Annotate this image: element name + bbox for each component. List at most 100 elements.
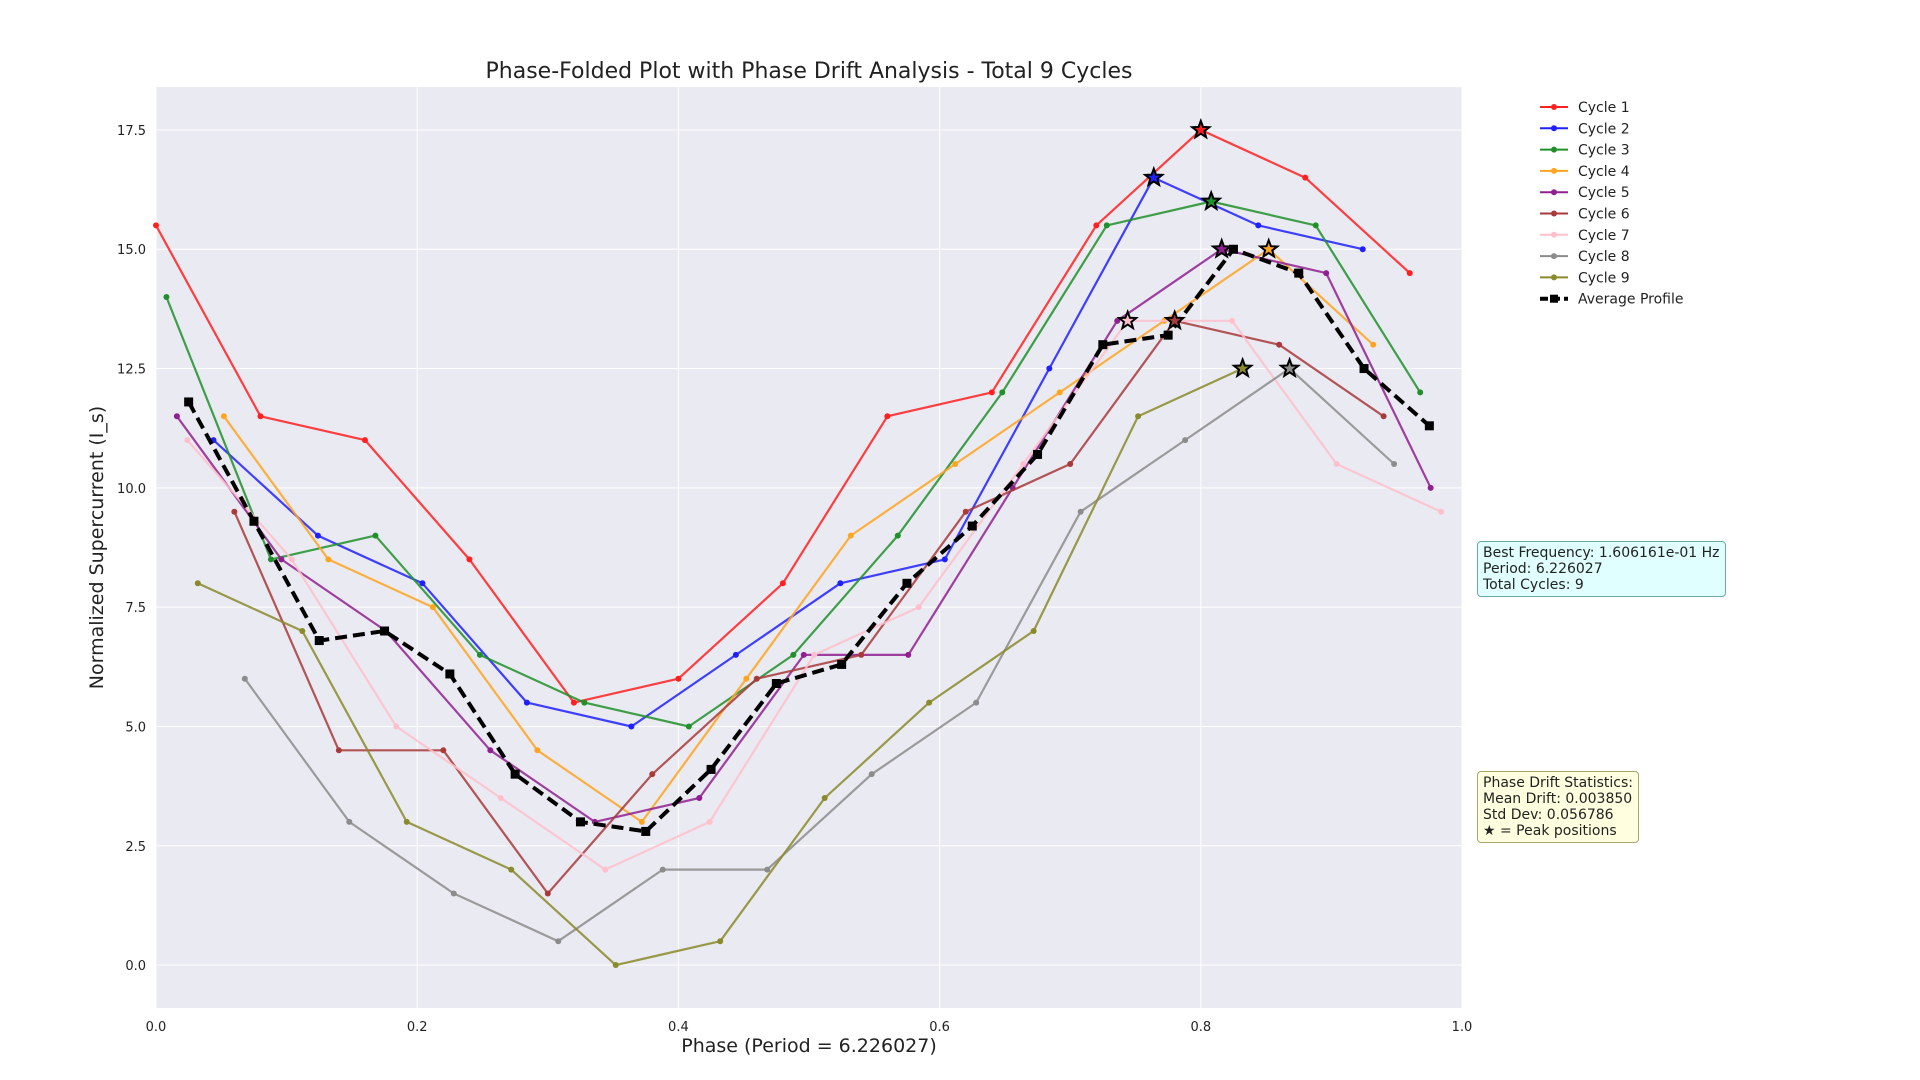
period-text: Period: 6.226027: [1483, 561, 1603, 577]
series-cycle-4-point: [325, 556, 332, 563]
legend-cycle-5-marker: [1551, 189, 1557, 196]
series-cycle-4-point: [1370, 341, 1377, 348]
series-cycle-7-point: [184, 437, 191, 444]
series-cycle-6-point: [1276, 341, 1283, 348]
series-cycle-1-point: [466, 556, 473, 563]
series-average-profile-point: [1359, 364, 1369, 374]
legend-average-profile-marker: [1550, 294, 1558, 303]
series-cycle-3-point: [372, 532, 379, 539]
series-cycle-1-point: [257, 413, 264, 420]
series-cycle-6-peak-star: [1163, 308, 1186, 331]
series-cycle-4-point: [1056, 389, 1063, 396]
series-cycle-6-point: [753, 675, 760, 682]
best-frequency-text: Best Frequency: 1.606161e-01 Hz: [1483, 545, 1720, 561]
x-tick-label: 0.4: [668, 1020, 689, 1035]
y-tick-label: 15.0: [117, 243, 146, 258]
series-cycle-2-point: [1046, 365, 1053, 372]
series-cycle-7-point: [706, 818, 713, 825]
chart-title: Phase-Folded Plot with Phase Drift Analy…: [486, 59, 1133, 84]
series-average-profile-point: [445, 669, 455, 679]
series-cycle-3-point: [163, 293, 170, 300]
x-tick-label: 0.0: [146, 1020, 167, 1035]
series-cycle-8-point: [1391, 460, 1398, 467]
drift-stats-title: Phase Drift Statistics:: [1483, 775, 1634, 791]
series-cycle-2-point: [837, 580, 844, 587]
series-cycle-9-point: [1135, 413, 1142, 420]
series-cycle-6-line: [233, 319, 1385, 895]
series-cycle-7-point: [497, 795, 504, 802]
series-cycle-6-point: [335, 747, 342, 754]
series-cycle-5-point: [905, 651, 912, 658]
series-average-profile-point: [510, 769, 520, 779]
series-average-profile-point: [1098, 340, 1108, 350]
series-cycle-1-point: [884, 413, 891, 420]
series-average-profile-point: [1228, 244, 1238, 254]
legend-cycle-5-label: Cycle 5: [1578, 185, 1630, 201]
legend-average-profile-label: Average Profile: [1578, 292, 1683, 308]
y-tick-label: 12.5: [117, 363, 146, 378]
series-cycle-9-point: [717, 938, 724, 945]
series-cycle-6-point: [231, 508, 238, 515]
series-cycle-4-point: [952, 460, 959, 467]
peak-legend-text: ★ = Peak positions: [1483, 823, 1617, 839]
series-cycle-4-point: [743, 675, 750, 682]
series-cycle-4-peak-star: [1257, 237, 1281, 259]
series-cycle-1-peak-star: [1189, 117, 1213, 140]
legend-cycle-6-label: Cycle 6: [1578, 207, 1630, 223]
legend-cycle-3-label: Cycle 3: [1578, 143, 1630, 159]
series-cycle-3-point: [581, 699, 588, 706]
y-axis-label: Normalized Supercurrent (I_s): [86, 406, 108, 689]
x-axis-label: Phase (Period = 6.226027): [681, 1035, 937, 1057]
series-average-profile-point: [771, 679, 781, 689]
legend-cycle-6-marker: [1551, 210, 1557, 217]
series-average-profile-point: [380, 626, 390, 636]
series-cycle-7-point: [393, 723, 400, 730]
plot-area: [156, 87, 1462, 1008]
series-cycle-9-point: [821, 795, 828, 802]
series-cycle-5-point: [278, 556, 285, 563]
series-cycle-2-point: [941, 556, 948, 563]
series-cycle-5-point: [800, 651, 807, 658]
mean-drift-text: Mean Drift: 0.003850: [1483, 791, 1633, 807]
series-cycle-1-point: [779, 580, 786, 587]
series-cycle-9-point: [508, 866, 515, 873]
series-cycle-5-point: [1114, 317, 1121, 324]
legend-cycle-1-label: Cycle 1: [1578, 100, 1630, 116]
series-cycle-7-point: [1438, 508, 1445, 515]
series-cycle-2-line: [212, 176, 1363, 728]
series-cycle-2-point: [419, 580, 426, 587]
series-cycle-7-point: [1229, 317, 1236, 324]
series-cycle-2-point: [523, 699, 530, 706]
series-cycle-6-point: [962, 508, 969, 515]
series-average-profile-point: [641, 826, 651, 836]
series-cycle-7-peak-star: [1116, 308, 1139, 331]
series-cycle-3-point: [999, 389, 1006, 396]
y-tick-label: 5.0: [125, 720, 146, 735]
series-average-profile-point: [902, 578, 912, 588]
series-cycle-2-point: [314, 532, 321, 539]
series-average-profile-point: [1424, 421, 1434, 431]
series-cycle-7-point: [811, 651, 818, 658]
series-cycle-3-point: [790, 651, 797, 658]
legend-cycle-9-label: Cycle 9: [1578, 270, 1630, 286]
series-cycle-3-peak-star: [1199, 189, 1223, 212]
series-cycle-5-point: [696, 795, 703, 802]
series-cycle-9-point: [194, 580, 201, 587]
series-cycle-2-point: [1359, 246, 1366, 253]
series-cycle-4-point: [220, 413, 227, 420]
series-cycle-8-point: [241, 675, 248, 682]
series-cycle-3-point: [476, 651, 483, 658]
series-cycle-9-peak-star: [1231, 356, 1254, 379]
legend-cycle-8-label: Cycle 8: [1578, 249, 1630, 265]
series-cycle-1-point: [988, 389, 995, 396]
series-cycle-8-point: [659, 866, 666, 873]
x-tick-label: 0.6: [929, 1020, 950, 1035]
series-cycle-6-point: [440, 747, 447, 754]
total-cycles-text: Total Cycles: 9: [1483, 577, 1584, 593]
series-cycle-8-point: [973, 699, 980, 706]
legend-cycle-4-label: Cycle 4: [1578, 164, 1630, 180]
series-cycle-7-point: [602, 866, 609, 873]
y-tick-label: 10.0: [117, 482, 146, 497]
series-cycle-4-point: [429, 604, 436, 611]
series-average-profile-point: [575, 817, 585, 827]
